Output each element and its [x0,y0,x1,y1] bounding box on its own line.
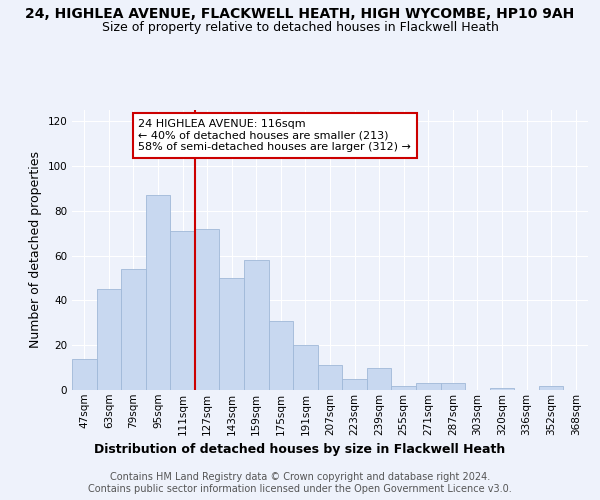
Bar [72,358,97,390]
Bar [342,379,367,390]
Bar [220,278,244,390]
Bar [416,384,440,390]
Bar [367,368,391,390]
Bar [539,386,563,390]
Text: Distribution of detached houses by size in Flackwell Heath: Distribution of detached houses by size … [94,442,506,456]
Bar [318,366,342,390]
Text: 24, HIGHLEA AVENUE, FLACKWELL HEATH, HIGH WYCOMBE, HP10 9AH: 24, HIGHLEA AVENUE, FLACKWELL HEATH, HIG… [25,8,575,22]
Text: 24 HIGHLEA AVENUE: 116sqm
← 40% of detached houses are smaller (213)
58% of semi: 24 HIGHLEA AVENUE: 116sqm ← 40% of detac… [139,119,411,152]
Bar [121,269,146,390]
Bar [146,195,170,390]
Text: Contains public sector information licensed under the Open Government Licence v3: Contains public sector information licen… [88,484,512,494]
Bar [269,320,293,390]
Bar [195,228,220,390]
Bar [97,289,121,390]
Bar [170,231,195,390]
Y-axis label: Number of detached properties: Number of detached properties [29,152,42,348]
Text: Contains HM Land Registry data © Crown copyright and database right 2024.: Contains HM Land Registry data © Crown c… [110,472,490,482]
Bar [440,384,465,390]
Bar [293,345,318,390]
Bar [490,388,514,390]
Text: Size of property relative to detached houses in Flackwell Heath: Size of property relative to detached ho… [101,21,499,34]
Bar [244,260,269,390]
Bar [391,386,416,390]
